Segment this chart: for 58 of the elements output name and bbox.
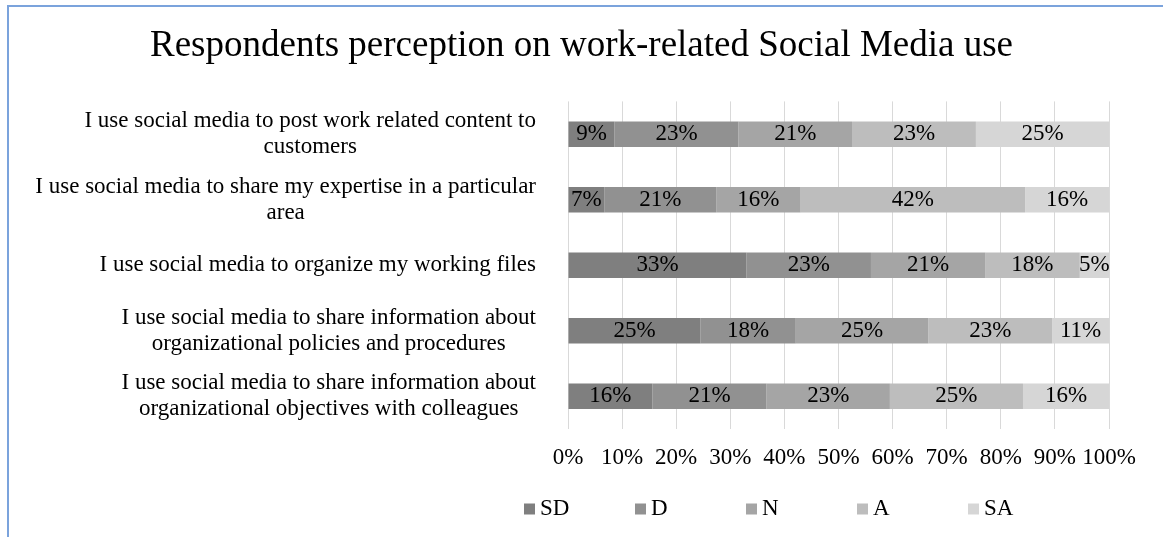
y-tick-label: I use social media to share information about organizational objectives with colleagues (121, 369, 537, 421)
data-label: 25% (935, 382, 978, 408)
bar (800, 186, 1026, 213)
data-label: 21% (639, 185, 682, 211)
x-tick-label: 80% (979, 443, 1022, 469)
data-label: 23% (807, 382, 850, 408)
data-label: 9% (576, 120, 607, 146)
x-tick-label: 40% (763, 443, 806, 469)
data-label: 16% (1044, 382, 1088, 408)
data-label: 16% (1045, 185, 1089, 211)
bar (852, 121, 976, 147)
data-label: 18% (727, 316, 770, 342)
bar (568, 252, 747, 278)
data-label: 11% (1059, 316, 1102, 342)
y-tick-label: I use social media to organize my working files (99, 251, 537, 277)
x-tick-label: 60% (871, 443, 914, 469)
x-tick-label: 100% (1082, 443, 1136, 469)
x-tick-label: 30% (709, 443, 752, 469)
chart-title: Respondents perception on work-related Social Media use (149, 22, 1014, 64)
data-label: 25% (613, 316, 656, 342)
data-label: 23% (655, 120, 698, 146)
data-label: 23% (969, 316, 1012, 342)
x-tick-label: 20% (655, 443, 698, 469)
legend-label: SD (540, 495, 570, 521)
data-label: 25% (840, 316, 884, 342)
data-label: 16% (589, 382, 632, 408)
legend-label: N (762, 495, 779, 521)
bar (870, 252, 986, 278)
data-label: 33% (636, 251, 679, 277)
data-label: 5% (1079, 251, 1110, 277)
x-tick-label: 10% (601, 443, 644, 469)
data-label: 25% (1021, 120, 1064, 146)
data-label: 21% (906, 251, 950, 277)
data-label: 16% (737, 185, 780, 211)
legend-label: A (873, 495, 890, 521)
x-tick-label: 70% (925, 443, 968, 469)
bar (614, 121, 739, 147)
data-label: 21% (688, 382, 731, 408)
data-label: 23% (892, 120, 936, 146)
bar (652, 383, 767, 410)
bar (889, 383, 1023, 410)
x-tick-label: 90% (1033, 443, 1076, 469)
x-tick-label: 0% (552, 443, 584, 469)
y-tick-label: I use social media to share information about organizational policies and procedures (121, 303, 537, 355)
y-tick-label: I use social media to share my expertise in a particular area (35, 172, 537, 224)
bar (985, 252, 1080, 278)
data-label: 7% (571, 185, 602, 211)
data-label: 23% (787, 251, 830, 277)
data-label: 18% (1011, 251, 1054, 277)
bar (766, 383, 890, 410)
bar (738, 121, 853, 147)
y-tick-label: I use social media to post work related content to customers (84, 107, 537, 159)
data-label: 21% (774, 120, 817, 146)
data-label: 42% (891, 185, 934, 211)
x-tick-label: 50% (817, 443, 860, 469)
legend-label: D (651, 495, 668, 521)
legend-label: SA (984, 495, 1014, 521)
bar (746, 252, 871, 278)
